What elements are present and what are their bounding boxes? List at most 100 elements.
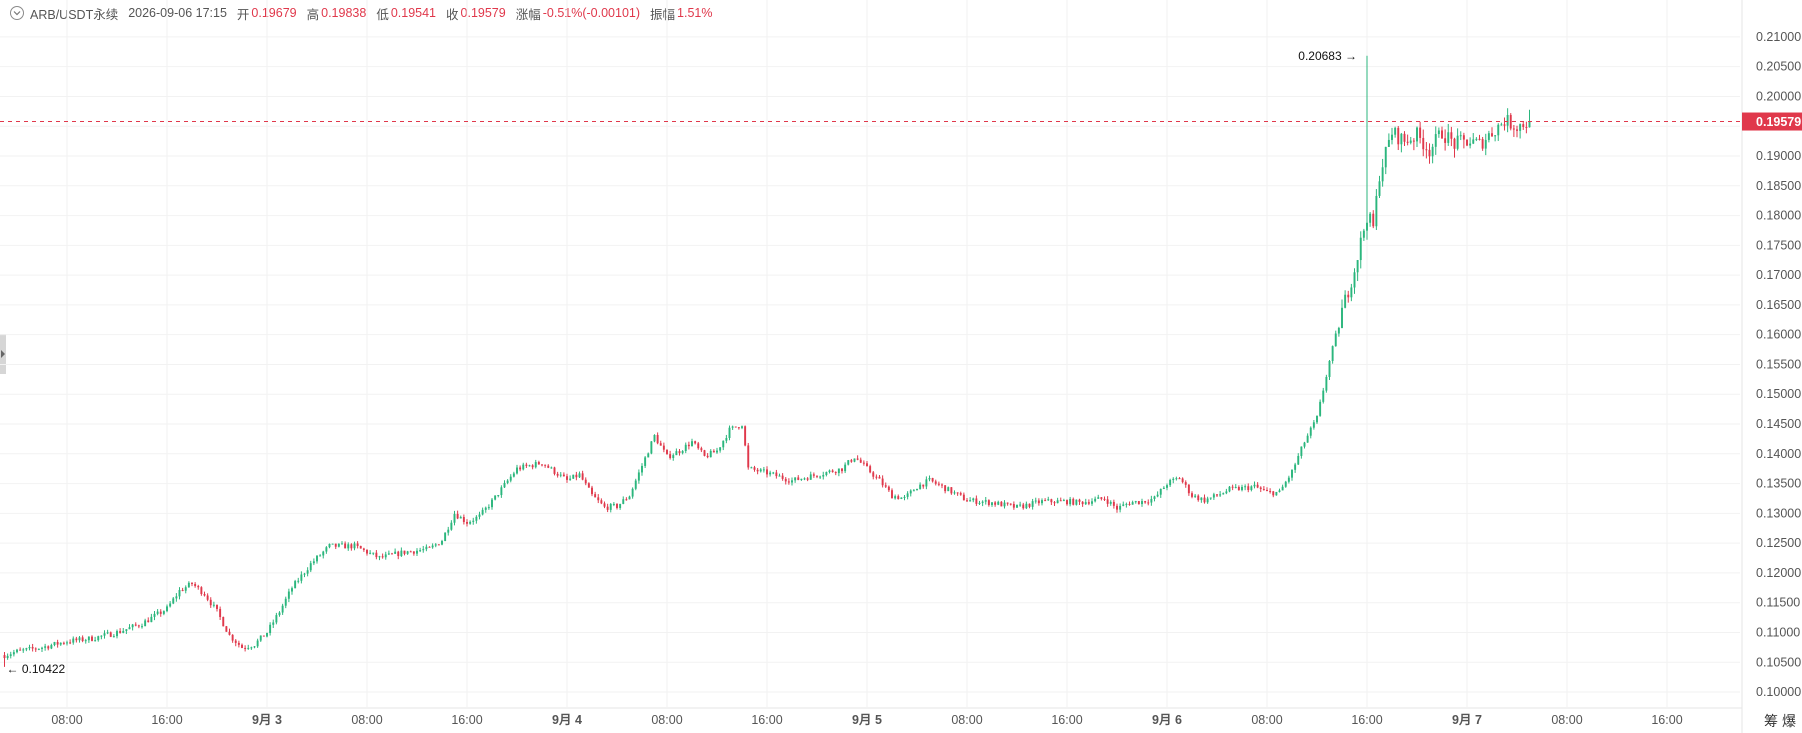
candle	[1191, 491, 1193, 499]
candle	[256, 638, 259, 648]
candle	[34, 647, 37, 652]
candle-body	[591, 487, 593, 495]
candle	[1056, 497, 1059, 504]
candle	[647, 452, 650, 458]
candle-body	[787, 481, 790, 483]
candle-body	[1316, 415, 1318, 423]
candle-body	[762, 469, 765, 471]
price-tick-label: 0.15000	[1756, 387, 1801, 401]
candle	[1372, 210, 1375, 229]
candle-body	[1341, 307, 1343, 328]
candle-body	[1247, 486, 1250, 490]
candle-body	[422, 549, 425, 551]
legend-collapse-toggle[interactable]	[10, 6, 24, 20]
candle-body	[1262, 489, 1265, 491]
candle-body	[525, 464, 528, 466]
candle-body	[894, 496, 897, 499]
liquidation-button[interactable]: 爆	[1782, 713, 1796, 729]
candle-body	[1016, 504, 1018, 508]
candle	[844, 462, 847, 474]
candle	[941, 483, 943, 489]
candle-body	[22, 649, 25, 651]
candle	[772, 471, 775, 475]
candle-body	[681, 451, 684, 454]
candle-body	[103, 633, 106, 636]
price-tick-label: 0.17500	[1756, 238, 1801, 252]
candle	[456, 510, 459, 520]
time-tick-label: 16:00	[1651, 713, 1682, 727]
candle	[956, 492, 959, 496]
candle-body	[1412, 140, 1415, 142]
candle-body	[1066, 500, 1068, 505]
candle	[1506, 108, 1509, 133]
candle-body	[900, 497, 903, 499]
candle-body	[569, 478, 572, 480]
candle-body	[316, 555, 318, 562]
candle	[1275, 491, 1278, 496]
candle-body	[878, 476, 881, 479]
candle	[447, 526, 450, 536]
candle	[141, 623, 143, 629]
candle-body	[1159, 488, 1162, 495]
candle-body	[728, 427, 731, 438]
candle-body	[847, 460, 850, 465]
candle-body	[1322, 390, 1325, 402]
candle-body	[294, 581, 297, 589]
candle	[422, 545, 425, 553]
candle-body	[1153, 496, 1156, 499]
candle-body	[34, 648, 37, 650]
candle	[1075, 499, 1078, 506]
candle	[1450, 126, 1453, 147]
candle	[737, 427, 740, 430]
candle-body	[1150, 498, 1153, 503]
candle-body	[369, 552, 372, 554]
candle	[566, 473, 568, 483]
candle-body	[391, 553, 393, 555]
candle	[106, 629, 109, 635]
candle	[31, 643, 34, 652]
candle-body	[44, 646, 47, 648]
legend-datetime: 2026-09-06 17:15	[128, 6, 227, 20]
candle	[494, 495, 497, 501]
candle	[1266, 487, 1268, 492]
candle	[341, 541, 343, 545]
candle-body	[162, 611, 165, 614]
candle	[1228, 486, 1231, 493]
price-tick-label: 0.20000	[1756, 89, 1801, 103]
candle	[437, 544, 440, 546]
candle	[453, 510, 456, 526]
candle	[1016, 504, 1018, 509]
candle	[1000, 501, 1003, 507]
candle-body	[319, 555, 322, 557]
candle-body	[531, 465, 534, 468]
candle	[809, 471, 812, 480]
candle-body	[1206, 498, 1209, 503]
candle-body	[809, 474, 812, 480]
candle-body	[78, 637, 81, 641]
chip-distribution-button[interactable]: 筹	[1764, 713, 1778, 729]
candle	[153, 610, 156, 621]
legend-open-label: 开	[236, 7, 250, 22]
candle-body	[634, 480, 637, 489]
candle	[866, 460, 868, 467]
candle-body	[31, 646, 34, 649]
candle-body	[72, 638, 75, 643]
candle	[372, 552, 375, 556]
candle	[887, 485, 890, 492]
side-panel-handle[interactable]	[0, 334, 6, 374]
candle-body	[1478, 138, 1481, 140]
candle-body	[1462, 135, 1465, 140]
candle	[431, 543, 434, 549]
candle-body	[297, 580, 300, 582]
candle-body	[497, 495, 500, 497]
candle	[116, 629, 118, 639]
candle-body	[975, 498, 978, 504]
candle	[925, 476, 928, 490]
candle	[825, 471, 828, 477]
candle-body	[469, 521, 472, 524]
candle-body	[1378, 181, 1381, 196]
candle-body	[1216, 494, 1218, 496]
candle-body	[550, 467, 553, 469]
candle	[509, 474, 512, 483]
